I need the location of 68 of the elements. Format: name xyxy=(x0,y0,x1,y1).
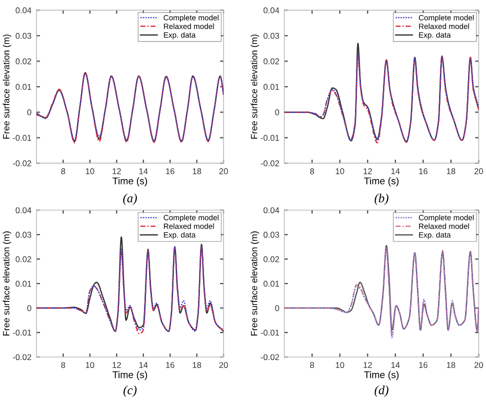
x-tick-label: 12 xyxy=(112,168,121,174)
y-tick-label: -0.02 xyxy=(12,354,32,360)
x-tick-label: 10 xyxy=(336,168,344,174)
y-tick-label: -0.01 xyxy=(260,134,280,141)
x-tick-label: 20 xyxy=(474,168,484,174)
x-axis-title: Time (s) xyxy=(364,177,399,186)
x-tick-label: 14 xyxy=(139,168,148,174)
y-tick-label: -0.01 xyxy=(260,330,280,336)
y-tick-label: 0.02 xyxy=(264,256,280,262)
x-tick-label: 18 xyxy=(192,168,202,174)
y-tick-label: 0.03 xyxy=(16,32,32,39)
text: (b) xyxy=(374,194,388,205)
y-tick-label: 0.03 xyxy=(16,232,32,238)
x-tick-label: 20 xyxy=(219,362,228,368)
y-tick-label: 0.01 xyxy=(264,280,280,287)
x-tick-label: 14 xyxy=(391,168,400,174)
y-tick-label: 0.01 xyxy=(264,84,280,90)
y-tick-label: 0.01 xyxy=(16,280,32,287)
y-axis-title: Free surface elevation (m) xyxy=(2,34,12,139)
x-tick-label: 8 xyxy=(310,362,314,368)
x-tick-label: 18 xyxy=(446,168,456,174)
x-tick-label: 14 xyxy=(139,362,148,368)
y-tick-label: 0.03 xyxy=(264,232,280,238)
y-tick-label: 0.03 xyxy=(264,32,280,39)
y-tick-label: 0.01 xyxy=(16,84,32,90)
x-tick-label: 16 xyxy=(419,168,428,174)
x-tick-label: 12 xyxy=(364,168,372,174)
text: (c) xyxy=(124,386,137,397)
x-tick-label: 12 xyxy=(112,362,121,368)
y-tick-label: 0.04 xyxy=(16,207,32,214)
x-tick-label: 18 xyxy=(446,362,456,368)
y-tick-label: 0.02 xyxy=(16,58,32,64)
y-axis-title: Free surface elevation (m) xyxy=(250,231,260,336)
y-tick-label: -0.02 xyxy=(260,354,280,360)
x-tick-label: 10 xyxy=(86,362,94,368)
y-tick-label: -0.01 xyxy=(12,134,32,141)
y-tick-label: -0.02 xyxy=(12,160,32,166)
y-axis-title: Free surface elevation (m) xyxy=(250,34,260,139)
y-tick-label: 0 xyxy=(275,305,280,312)
x-axis-title: Time (s) xyxy=(364,371,399,380)
x-tick-label: 8 xyxy=(61,168,66,174)
x-tick-label: 16 xyxy=(166,168,174,174)
x-tick-label: 20 xyxy=(219,168,228,174)
y-axis-title: Free surface elevation (m) xyxy=(2,231,12,336)
y-tick-label: 0.04 xyxy=(264,207,280,214)
y-tick-label: 0 xyxy=(27,305,32,312)
y-tick-label: 0.02 xyxy=(264,58,280,64)
x-tick-label: 14 xyxy=(391,362,400,368)
y-tick-label: -0.01 xyxy=(12,330,32,336)
y-tick-label: -0.02 xyxy=(260,160,280,166)
x-tick-label: 8 xyxy=(61,362,66,368)
text: (a) xyxy=(123,194,137,205)
x-axis-title: Time (s) xyxy=(112,371,148,380)
y-tick-label: 0.04 xyxy=(16,7,32,14)
x-tick-label: 20 xyxy=(474,362,484,368)
text: (d) xyxy=(374,386,388,397)
y-tick-label: 0.02 xyxy=(16,256,32,262)
y-tick-label: 0 xyxy=(275,109,280,116)
x-tick-label: 16 xyxy=(419,362,428,368)
x-tick-label: 16 xyxy=(166,362,174,368)
x-tick-label: 18 xyxy=(192,362,202,368)
x-tick-label: 8 xyxy=(310,168,314,174)
x-axis-title: Time (s) xyxy=(112,177,148,186)
y-tick-label: 0 xyxy=(27,109,32,116)
x-tick-label: 10 xyxy=(336,362,344,368)
y-tick-label: 0.04 xyxy=(264,7,280,14)
x-tick-label: 10 xyxy=(86,168,94,174)
x-tick-label: 12 xyxy=(364,362,372,368)
